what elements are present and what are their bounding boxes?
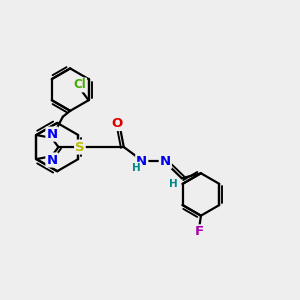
Text: N: N <box>46 154 58 166</box>
Text: H: H <box>132 163 141 173</box>
Text: O: O <box>112 117 123 130</box>
Text: N: N <box>136 155 147 168</box>
Text: S: S <box>75 141 85 154</box>
Text: F: F <box>195 225 204 239</box>
Text: H: H <box>169 179 177 189</box>
Text: Cl: Cl <box>74 78 86 92</box>
Text: N: N <box>160 155 171 168</box>
Text: N: N <box>46 128 58 141</box>
